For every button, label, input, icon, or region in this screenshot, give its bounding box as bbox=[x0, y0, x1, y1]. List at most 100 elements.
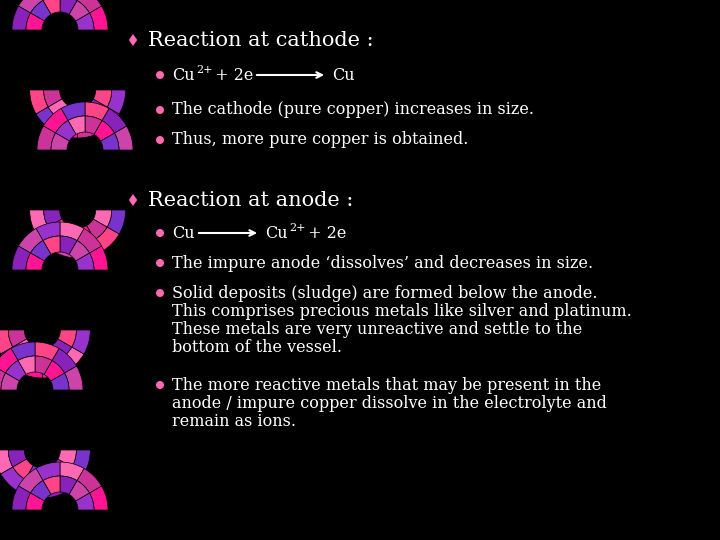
Wedge shape bbox=[60, 476, 77, 495]
Wedge shape bbox=[60, 462, 84, 481]
Wedge shape bbox=[94, 210, 112, 227]
Wedge shape bbox=[30, 210, 48, 234]
Wedge shape bbox=[54, 239, 78, 258]
Circle shape bbox=[156, 71, 164, 79]
Circle shape bbox=[156, 381, 164, 389]
Wedge shape bbox=[85, 116, 102, 134]
Wedge shape bbox=[12, 246, 30, 270]
Wedge shape bbox=[94, 227, 120, 252]
Wedge shape bbox=[60, 226, 78, 244]
Wedge shape bbox=[26, 493, 45, 510]
Wedge shape bbox=[6, 361, 26, 381]
Wedge shape bbox=[44, 90, 62, 107]
Polygon shape bbox=[129, 194, 138, 206]
Wedge shape bbox=[43, 109, 68, 133]
Circle shape bbox=[156, 136, 164, 144]
Wedge shape bbox=[72, 450, 90, 474]
Wedge shape bbox=[9, 330, 27, 347]
Wedge shape bbox=[59, 467, 84, 491]
Text: The cathode (pure copper) increases in size.: The cathode (pure copper) increases in s… bbox=[172, 102, 534, 118]
Wedge shape bbox=[55, 120, 76, 141]
Wedge shape bbox=[60, 0, 77, 15]
Wedge shape bbox=[54, 119, 78, 138]
Wedge shape bbox=[89, 486, 108, 510]
Wedge shape bbox=[48, 99, 68, 119]
Wedge shape bbox=[77, 468, 102, 493]
Wedge shape bbox=[60, 236, 77, 254]
Wedge shape bbox=[44, 361, 65, 381]
Wedge shape bbox=[36, 227, 60, 252]
Wedge shape bbox=[1, 373, 19, 390]
Circle shape bbox=[156, 229, 164, 237]
Text: Cu: Cu bbox=[172, 225, 194, 241]
Wedge shape bbox=[13, 339, 33, 360]
Text: Reaction at anode :: Reaction at anode : bbox=[148, 191, 354, 210]
Text: bottom of the vessel.: bottom of the vessel. bbox=[172, 339, 342, 355]
Wedge shape bbox=[101, 133, 119, 150]
Wedge shape bbox=[44, 210, 62, 227]
Wedge shape bbox=[58, 330, 76, 347]
Wedge shape bbox=[76, 253, 94, 270]
Wedge shape bbox=[12, 6, 30, 30]
Wedge shape bbox=[61, 102, 85, 120]
Wedge shape bbox=[35, 356, 52, 374]
Wedge shape bbox=[30, 481, 51, 501]
Wedge shape bbox=[51, 133, 69, 150]
Wedge shape bbox=[36, 107, 60, 132]
Wedge shape bbox=[1, 347, 25, 372]
Wedge shape bbox=[51, 459, 72, 480]
Wedge shape bbox=[72, 330, 90, 354]
Text: + 2e: + 2e bbox=[303, 225, 346, 241]
Text: The impure anode ‘dissolves’ and decreases in size.: The impure anode ‘dissolves’ and decreas… bbox=[172, 254, 593, 272]
Wedge shape bbox=[52, 348, 76, 373]
Wedge shape bbox=[69, 1, 89, 21]
Wedge shape bbox=[94, 90, 112, 107]
Wedge shape bbox=[78, 119, 102, 138]
Wedge shape bbox=[18, 360, 42, 378]
Wedge shape bbox=[18, 356, 35, 374]
Wedge shape bbox=[77, 228, 102, 253]
Text: Solid deposits (sludge) are formed below the anode.: Solid deposits (sludge) are formed below… bbox=[172, 285, 598, 301]
Text: Reaction at cathode :: Reaction at cathode : bbox=[148, 30, 374, 50]
Wedge shape bbox=[36, 0, 60, 1]
Wedge shape bbox=[12, 486, 30, 510]
Wedge shape bbox=[48, 219, 68, 239]
Wedge shape bbox=[19, 0, 43, 13]
Circle shape bbox=[156, 289, 164, 297]
Wedge shape bbox=[65, 366, 83, 390]
Wedge shape bbox=[26, 13, 45, 30]
Wedge shape bbox=[26, 253, 45, 270]
Text: Thus, more pure copper is obtained.: Thus, more pure copper is obtained. bbox=[172, 132, 469, 148]
Wedge shape bbox=[30, 1, 51, 21]
Wedge shape bbox=[30, 90, 48, 114]
Wedge shape bbox=[60, 106, 78, 124]
Wedge shape bbox=[42, 480, 66, 498]
Wedge shape bbox=[59, 347, 84, 372]
Text: 2+: 2+ bbox=[196, 65, 212, 75]
Wedge shape bbox=[0, 330, 13, 354]
Wedge shape bbox=[43, 236, 60, 254]
Wedge shape bbox=[36, 462, 60, 481]
Wedge shape bbox=[1, 467, 25, 491]
Wedge shape bbox=[94, 120, 114, 141]
Wedge shape bbox=[107, 210, 126, 234]
Circle shape bbox=[156, 259, 164, 267]
Wedge shape bbox=[37, 126, 55, 150]
Wedge shape bbox=[0, 366, 6, 390]
Wedge shape bbox=[114, 126, 133, 150]
Text: anode / impure copper dissolve in the electrolyte and: anode / impure copper dissolve in the el… bbox=[172, 395, 607, 411]
Text: Cu: Cu bbox=[172, 66, 194, 84]
Text: This comprises precious metals like silver and platinum.: This comprises precious metals like silv… bbox=[172, 302, 631, 320]
Wedge shape bbox=[0, 450, 13, 474]
Wedge shape bbox=[25, 465, 42, 484]
Circle shape bbox=[156, 106, 164, 114]
Text: Cu: Cu bbox=[332, 66, 355, 84]
Wedge shape bbox=[68, 116, 85, 134]
Wedge shape bbox=[42, 360, 66, 378]
Wedge shape bbox=[60, 0, 84, 1]
Wedge shape bbox=[69, 240, 89, 261]
Wedge shape bbox=[102, 109, 127, 133]
Wedge shape bbox=[85, 102, 109, 120]
Wedge shape bbox=[42, 346, 59, 364]
Wedge shape bbox=[77, 0, 102, 13]
